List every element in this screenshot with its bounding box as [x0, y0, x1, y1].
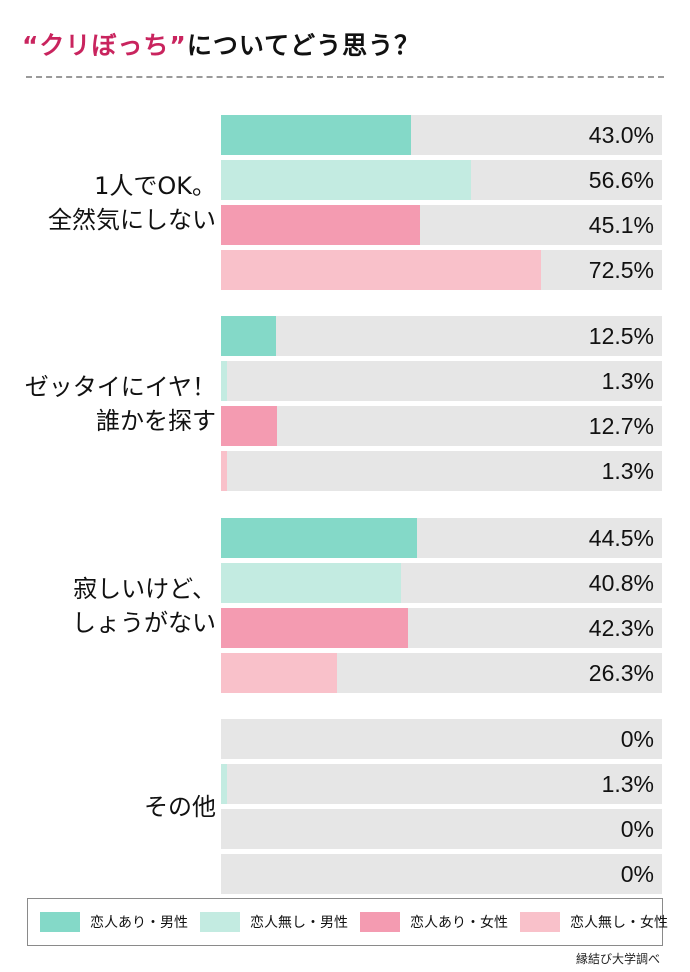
bar-value-label: 0%	[620, 861, 654, 887]
bar	[221, 250, 541, 290]
legend-label: 恋人あり・男性	[90, 915, 188, 931]
bar-value-label: 0%	[620, 816, 654, 842]
bar-track	[221, 406, 662, 446]
source-note: 縁結び大学調べ	[575, 952, 660, 966]
bar-track	[221, 854, 662, 894]
bar-value-label: 1.3%	[601, 368, 654, 394]
bar	[221, 115, 411, 155]
bar-value-label: 45.1%	[588, 212, 654, 238]
bar	[221, 160, 471, 200]
bar-value-label: 44.5%	[588, 525, 654, 551]
bar-value-label: 12.7%	[588, 413, 654, 439]
legend-item: 恋人あり・男性	[28, 912, 188, 932]
bar	[221, 205, 420, 245]
category-label: ゼッタイにイヤ！ 誰かを探す	[24, 372, 216, 435]
legend-swatch	[360, 912, 400, 932]
bar-chart: 1人でOK。 全然気にしない 43.0% 56.6% 45.1% 72.5% ゼッタイにイ…	[24, 115, 662, 894]
bar-value-label: 1.3%	[601, 458, 654, 484]
bar-value-label: 1.3%	[601, 771, 654, 797]
chart-title-rest: についてどう思う？	[186, 31, 421, 60]
bar-track	[221, 451, 662, 491]
bar-track	[221, 361, 662, 401]
bar-value-label: 72.5%	[588, 257, 654, 283]
bar	[221, 451, 227, 491]
bar	[221, 653, 337, 693]
legend-swatch	[520, 912, 560, 932]
category-label: 1人でOK。 全然気にしない	[48, 171, 216, 234]
bar-value-label: 12.5%	[588, 323, 654, 349]
bar-track	[221, 809, 662, 849]
legend-swatch	[200, 912, 240, 932]
chart-title: “クリぼっち”についてどう思う？	[22, 26, 420, 62]
bar-track	[221, 719, 662, 759]
legend-label: 恋人無し・男性	[250, 915, 348, 931]
bar	[221, 608, 408, 648]
legend-item: 恋人あり・女性	[348, 912, 508, 932]
bar	[221, 361, 227, 401]
chart-title-highlight: “クリぼっち”	[22, 31, 187, 60]
legend-item: 恋人無し・女性	[508, 912, 668, 932]
title-divider	[26, 76, 664, 78]
legend-label: 恋人無し・女性	[570, 915, 668, 931]
category-label: その他	[144, 792, 216, 821]
bar	[221, 518, 418, 558]
bar-value-label: 26.3%	[588, 660, 654, 686]
legend-swatch	[40, 912, 80, 932]
category-label: 寂しいけど、 しょうがない	[72, 574, 216, 637]
bar-value-label: 56.6%	[588, 167, 654, 193]
bar	[221, 764, 227, 804]
bar-track	[221, 764, 662, 804]
bar-value-label: 40.8%	[588, 570, 654, 596]
legend-item: 恋人無し・男性	[188, 912, 348, 932]
bar-track	[221, 316, 662, 356]
bar-value-label: 0%	[620, 726, 654, 752]
bar	[221, 316, 277, 356]
legend-label: 恋人あり・女性	[410, 915, 508, 931]
legend: 恋人あり・男性 恋人無し・男性 恋人あり・女性 恋人無し・女性	[27, 898, 668, 946]
bar-value-label: 42.3%	[588, 615, 654, 641]
bar	[221, 563, 401, 603]
bar	[221, 406, 277, 446]
bar-value-label: 43.0%	[588, 122, 654, 148]
